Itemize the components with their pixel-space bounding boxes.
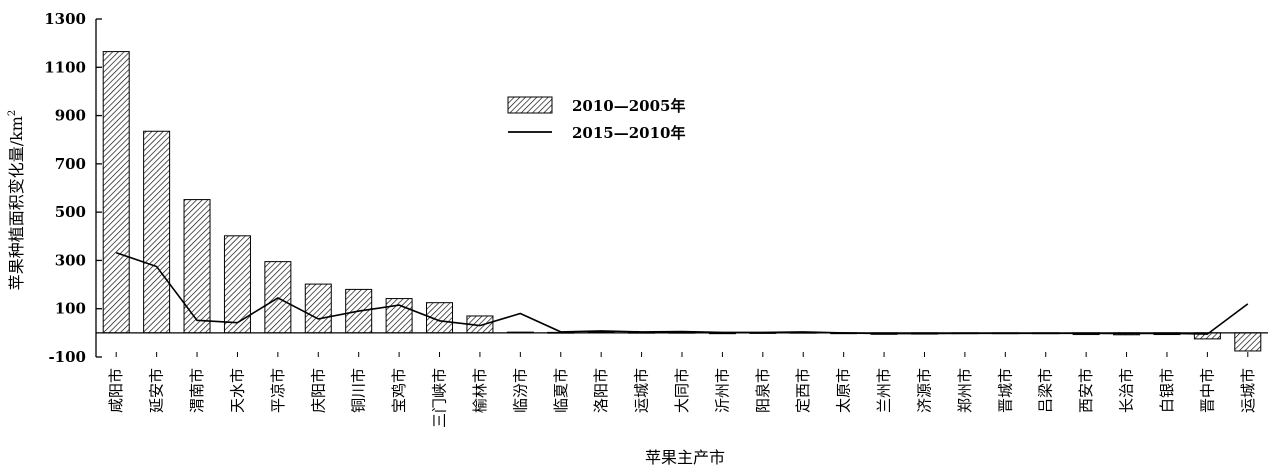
x-tick-label: 运城市 [1239,368,1257,413]
legend-label-bar: 2010—2005年 [572,97,686,115]
x-tick-label: 咸阳市 [107,368,125,413]
y-tick-label: 900 [55,107,86,125]
legend-label-line: 2015—2010年 [572,124,686,142]
bar [143,130,171,334]
x-axis: 咸阳市 延安市 渭南市 天水市 平凉市 庆阳市 铜川市 宝鸡市 三门峡市 榆林市 临汾市 临夏市 洛阳市… [96,332,1268,428]
y-axis-title-superscript: 2 [7,110,18,116]
y-tick-label: 100 [55,300,86,318]
x-tick-label: 平凉市 [269,368,287,413]
y-tick-label: 300 [55,251,86,269]
bar [385,298,413,334]
x-tick-label: 白银市 [1158,368,1176,413]
y-axis-title: 苹果种植面积变化量/km2 [7,110,26,291]
x-tick-label: 太原市 [835,368,853,413]
x-tick-label: 临汾市 [511,368,529,413]
legend: 2010—2005年 2015—2010年 [507,96,686,142]
x-tick-label: 兰州市 [875,368,893,413]
x-tick-label: 庆阳市 [309,368,327,413]
x-tick-label: 榆林市 [471,368,489,413]
x-tick-label: 渭南市 [188,368,206,413]
x-tick-label: 定西市 [794,368,812,413]
x-tick-label: 西安市 [1077,368,1095,413]
x-tick-label: 郑州市 [956,368,974,413]
x-tick-label: 阳泉市 [754,368,772,413]
bar [183,199,211,334]
x-tick-label: 延安市 [148,368,166,413]
x-tick-label: 临夏市 [552,368,570,413]
x-tick-label: 济源市 [915,368,933,413]
x-tick-label: 吕梁市 [1037,368,1055,413]
x-tick-label: 大同市 [673,368,691,413]
legend-swatch-bar [507,96,553,114]
y-tick-label: -100 [48,348,86,366]
y-axis-title-main: 苹果种植面积变化量/km [7,116,26,290]
y-tick-label: 500 [55,203,86,221]
bar [102,51,130,334]
y-tick-label: 1300 [44,10,86,28]
bar [426,302,454,334]
y-tick-label: 700 [55,155,86,173]
x-tick-label: 沂州市 [713,368,731,413]
bar [304,283,332,334]
bar [1234,332,1262,352]
x-tick-label: 三门峡市 [431,368,449,428]
x-tick-label: 铜川市 [350,368,368,413]
bar [223,235,251,334]
x-tick-label: 洛阳市 [592,368,610,413]
x-tick-label: 晋中市 [1198,368,1216,413]
x-tick-label: 天水市 [228,368,246,413]
x-tick-label: 晋城市 [996,368,1014,413]
y-axis: 1300 1100 900 700 500 300 100 -100 [44,10,102,366]
x-tick-label: 宝鸡市 [390,368,408,413]
x-axis-title: 苹果主产市 [645,448,725,467]
y-tick-label: 1100 [44,58,86,76]
x-tick-label: 长治市 [1118,368,1136,413]
x-tick-label: 运城市 [633,368,651,413]
